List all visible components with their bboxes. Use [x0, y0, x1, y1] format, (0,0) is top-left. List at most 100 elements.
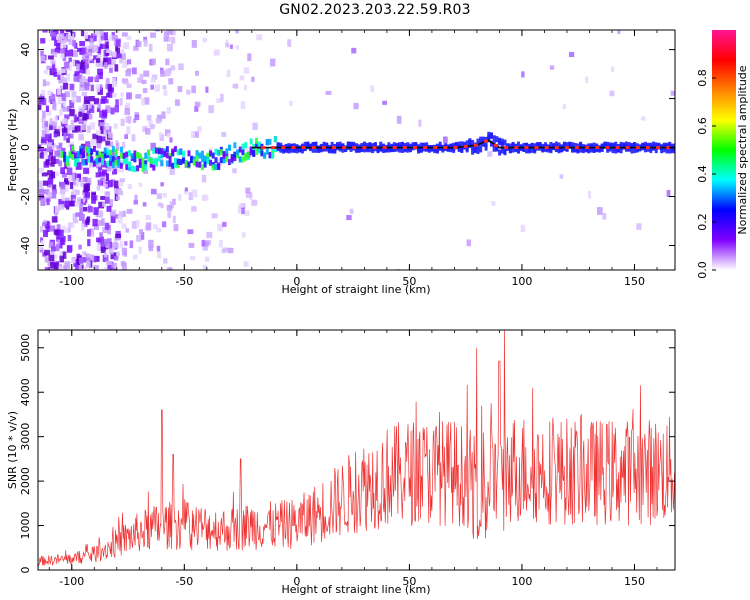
spectrogram-band-cell	[465, 140, 469, 147]
spectrogram-noise-cell	[78, 244, 82, 250]
spectrogram-noise-cell	[225, 42, 230, 48]
spectrogram-band-cell	[225, 156, 229, 163]
spectrogram-noise-cell	[63, 132, 67, 141]
spectrogram-band-cell	[211, 164, 215, 171]
spectrogram-peak-cell	[382, 146, 387, 150]
spectrogram-band-cell	[530, 142, 534, 149]
spectrogram-noise-cell	[126, 208, 133, 214]
spectrogram-y-tick-label: -20	[19, 188, 32, 206]
spectrogram-noise-cell	[61, 194, 65, 201]
spectrogram-noise-cell	[95, 58, 101, 63]
spectrogram-band-cell	[668, 147, 672, 154]
spectrogram-noise-cell	[89, 95, 95, 102]
spectrogram-noise-cell	[97, 68, 103, 75]
spectrogram-band-cell	[214, 148, 218, 155]
spectrogram-noise-cell	[99, 84, 103, 90]
spectrogram-band-cell	[592, 146, 596, 153]
spectrogram-noise-cell	[670, 90, 675, 96]
spectrogram-noise-cell	[50, 48, 57, 55]
spectrogram-noise-cell	[163, 258, 168, 264]
spectrogram-noise-cell	[58, 109, 63, 116]
spectrogram-noise-cell	[114, 180, 119, 189]
spectrogram-band-cell	[238, 146, 242, 153]
spectrogram-noise-cell	[52, 189, 58, 194]
spectrogram-peak-cell	[473, 143, 478, 147]
spectrogram-noise-cell	[100, 236, 104, 245]
spectrogram-noise-cell	[138, 182, 143, 187]
spectrogram-noise-cell	[79, 78, 85, 86]
spectrogram-noise-cell	[78, 133, 84, 141]
spectrogram-noise-cell	[107, 261, 113, 270]
spectrogram-noise-cell	[115, 53, 122, 59]
spectrogram-noise-cell	[61, 172, 67, 178]
spectrogram-noise-cell	[60, 182, 66, 190]
spectrogram-noise-cell	[64, 91, 70, 98]
spectrogram-band-cell	[457, 141, 461, 148]
spectrogram-noise-cell	[134, 112, 139, 117]
spectrogram-noise-cell	[213, 50, 218, 56]
colorbar-label: Normalized spectral amplitude	[736, 65, 749, 234]
spectrogram-band-cell	[403, 146, 407, 153]
spectrogram-band-cell	[195, 161, 199, 168]
spectrogram-noise-cell	[241, 206, 245, 215]
spectrogram-band-cell	[227, 144, 231, 151]
spectrogram-noise-cell	[81, 265, 87, 270]
spectrogram-noise-cell	[143, 39, 148, 47]
spectrogram-band-cell	[146, 156, 150, 163]
spectrogram-band-cell	[422, 142, 426, 149]
spectrogram-band-cell	[484, 144, 488, 151]
spectrogram-noise-cell	[38, 245, 43, 250]
spectrogram-noise-cell	[127, 184, 133, 190]
spectrogram-noise-cell	[135, 94, 142, 99]
spectrogram-noise-cell	[99, 232, 103, 239]
spectrogram-noise-cell	[87, 114, 91, 119]
spectrogram-noise-cell	[42, 97, 47, 106]
spectrogram-noise-cell	[68, 40, 74, 46]
spectrogram-noise-cell	[72, 59, 77, 67]
spectrogram-noise-cell	[168, 78, 174, 85]
spectrogram-band-cell	[600, 145, 604, 152]
spectrogram-noise-cell	[72, 179, 77, 186]
spectrogram-band-cell	[252, 149, 256, 156]
spectrogram-band-cell	[203, 155, 207, 162]
spectrogram-noise-cell	[98, 171, 105, 177]
spectrogram-band-cell	[173, 161, 177, 168]
spectrogram-noise-cell	[108, 131, 113, 139]
spectrogram-noise-cell	[82, 59, 89, 66]
spectrogram-band-cell	[643, 146, 647, 153]
spectrogram-noise-cell	[59, 255, 64, 263]
spectrogram-noise-cell	[188, 192, 194, 201]
spectrogram-band-cell	[122, 158, 126, 165]
spectrogram-noise-cell	[85, 219, 90, 225]
spectrogram-band-cell	[149, 161, 153, 168]
spectrogram-noise-cell	[178, 194, 182, 201]
spectrogram-noise-cell	[442, 136, 448, 144]
spectrogram-noise-cell	[559, 174, 564, 179]
spectrogram-band-cell	[168, 155, 172, 162]
spectrogram-noise-cell	[151, 58, 156, 65]
spectrogram-noise-cell	[39, 226, 44, 233]
spectrogram-noise-cell	[166, 133, 171, 138]
spectrogram-band-cell	[165, 152, 169, 159]
spectrogram-noise-cell	[150, 142, 156, 151]
spectrogram-band-cell	[187, 161, 191, 168]
spectrogram-noise-cell	[99, 210, 104, 218]
spectrogram-noise-cell	[84, 64, 89, 70]
spectrogram-peak-cell	[656, 146, 661, 150]
spectrogram-noise-cell	[100, 43, 107, 49]
spectrogram-noise-cell	[68, 57, 72, 63]
spectrogram-band-cell	[500, 141, 504, 148]
spectrogram-noise-cell	[61, 225, 66, 233]
spectrogram-band-cell	[106, 160, 110, 167]
spectrogram-noise-cell	[38, 193, 45, 201]
spectrogram-noise-cell	[243, 261, 249, 267]
spectrogram-band-cell	[452, 146, 456, 153]
spectrogram-band-cell	[254, 137, 258, 144]
spectrogram-band-cell	[403, 142, 407, 149]
spectrogram-peak-cell	[534, 146, 539, 150]
spectrogram-noise-cell	[222, 221, 227, 227]
spectrogram-noise-cell	[126, 102, 130, 108]
spectrogram-band-cell	[87, 156, 91, 163]
spectrogram-noise-cell	[382, 100, 388, 105]
spectrogram-noise-cell	[39, 247, 44, 253]
